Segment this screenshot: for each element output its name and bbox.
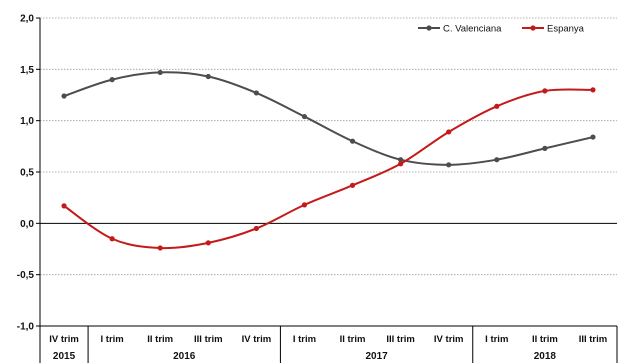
- data-point-c-valenciana: [349, 138, 356, 144]
- year-label: 2015: [53, 351, 76, 362]
- y-tick-label: 0,5: [20, 168, 34, 179]
- data-point-espanya: [157, 245, 163, 251]
- y-tick-label: 0,0: [20, 219, 34, 230]
- legend-label-c-valenciana: C. Valenciana: [443, 24, 502, 35]
- data-point-c-valenciana: [494, 157, 500, 163]
- y-tick-label: -0,5: [17, 270, 35, 281]
- data-point-espanya: [494, 103, 500, 109]
- data-point-c-valenciana: [542, 145, 548, 151]
- y-tick-label: 1,5: [20, 65, 34, 76]
- legend-marker-espanya: [530, 25, 536, 31]
- x-tick-label: II trim: [532, 334, 558, 345]
- y-axis: -1,0 -0,5 0,0 0,5 1,0 1,5 2,0: [17, 14, 41, 333]
- data-point-c-valenciana: [253, 90, 259, 96]
- data-point-espanya: [349, 182, 356, 188]
- data-point-c-valenciana: [398, 157, 404, 163]
- series-line-c-valenciana: [63, 71, 594, 166]
- x-tick-label: IV trim: [242, 334, 272, 345]
- data-point-espanya: [590, 87, 596, 93]
- year-label: 2017: [365, 351, 388, 362]
- x-tick-label: I trim: [293, 334, 316, 345]
- data-point-c-valenciana: [301, 113, 308, 120]
- x-tick-label: IV trim: [434, 334, 464, 345]
- data-point-espanya: [446, 129, 452, 135]
- data-point-c-valenciana: [109, 77, 115, 83]
- data-point-c-valenciana: [61, 93, 67, 99]
- data-point-c-valenciana: [590, 134, 596, 140]
- x-tick-label: I trim: [101, 334, 124, 345]
- year-label: 2016: [173, 351, 196, 362]
- x-tick-label: III trim: [194, 334, 223, 345]
- x-tick-label: IV trim: [49, 334, 79, 345]
- y-tick-label: 2,0: [20, 14, 34, 25]
- x-axis: IV trim I trim II trim III trim IV trim I tri…: [39, 325, 618, 363]
- data-point-c-valenciana: [157, 69, 163, 76]
- y-tick-label: 1,0: [20, 116, 34, 127]
- data-point-espanya: [61, 203, 67, 209]
- x-tick-label: I trim: [485, 334, 508, 345]
- x-tick-label: III trim: [386, 334, 415, 345]
- x-tick-label: II trim: [147, 334, 173, 345]
- data-point-espanya: [109, 236, 115, 242]
- y-tick-label: -1,0: [17, 322, 35, 333]
- data-point-espanya: [205, 240, 211, 246]
- x-tick-label: III trim: [579, 334, 608, 345]
- legend: C. Valenciana Espanya: [418, 24, 585, 35]
- series-layer: [61, 69, 596, 251]
- data-point-espanya: [398, 161, 404, 167]
- data-point-espanya: [253, 225, 259, 232]
- data-point-c-valenciana: [446, 162, 452, 168]
- legend-marker-c-valenciana: [426, 25, 432, 31]
- series-line-espanya: [63, 88, 593, 250]
- legend-label-espanya: Espanya: [547, 24, 585, 35]
- gridlines: [40, 17, 617, 327]
- year-label: 2018: [534, 351, 557, 362]
- data-point-espanya: [301, 202, 308, 208]
- data-point-c-valenciana: [205, 73, 211, 80]
- data-point-espanya: [542, 88, 548, 94]
- x-tick-label: II trim: [340, 334, 366, 345]
